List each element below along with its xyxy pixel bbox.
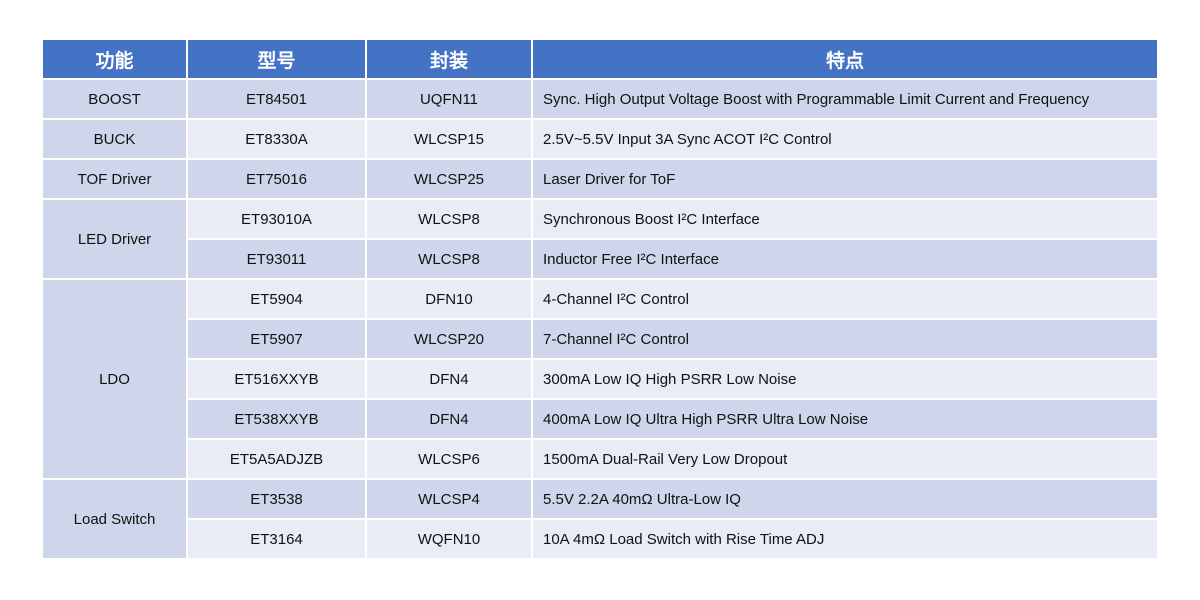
package-cell: WLCSP15 xyxy=(367,120,533,160)
table-header: 功能 型号 封装 特点 xyxy=(43,40,1157,80)
model-cell: ET3538 xyxy=(188,480,367,520)
feature-cell: 7-Channel I²C Control xyxy=(533,320,1157,360)
model-cell: ET8330A xyxy=(188,120,367,160)
header-feature: 特点 xyxy=(533,40,1157,80)
model-cell: ET3164 xyxy=(188,520,367,560)
package-cell: UQFN11 xyxy=(367,80,533,120)
table-row: LDO ET5904 DFN10 4-Channel I²C Control xyxy=(43,280,1157,480)
feature-cell: 10A 4mΩ Load Switch with Rise Time ADJ xyxy=(533,520,1157,560)
model-cell: ET516XXYB xyxy=(188,360,367,400)
package-cell: WLCSP20 xyxy=(367,320,533,360)
package-cell: WLCSP4 xyxy=(367,480,533,520)
package-cell: WLCSP6 xyxy=(367,440,533,480)
package-cell: WLCSP8 xyxy=(367,240,533,280)
feature-cell: Synchronous Boost I²C Interface xyxy=(533,200,1157,240)
header-model: 型号 xyxy=(188,40,367,80)
product-table: 功能 型号 封装 特点 BOOST ET84501 UQFN11 Sync. H… xyxy=(43,40,1157,560)
feature-cell: 5.5V 2.2A 40mΩ Ultra-Low IQ xyxy=(533,480,1157,520)
feature-cell: 300mA Low IQ High PSRR Low Noise xyxy=(533,360,1157,400)
table-row: Load Switch ET3538 WLCSP4 5.5V 2.2A 40mΩ… xyxy=(43,480,1157,560)
package-cell: WLCSP8 xyxy=(367,200,533,240)
package-cell: WQFN10 xyxy=(367,520,533,560)
feature-cell: 400mA Low IQ Ultra High PSRR Ultra Low N… xyxy=(533,400,1157,440)
feature-cell: 4-Channel I²C Control xyxy=(533,280,1157,320)
table-row: ET5907 WLCSP20 7-Channel I²C Control xyxy=(43,320,1157,360)
model-cell: ET75016 xyxy=(188,160,367,200)
package-cell: DFN4 xyxy=(367,400,533,440)
model-cell: ET5A5ADJZB xyxy=(188,440,367,480)
feature-cell: Sync. High Output Voltage Boost with Pro… xyxy=(533,80,1157,120)
model-cell: ET538XXYB xyxy=(188,400,367,440)
table-row: ET3164 WQFN10 10A 4mΩ Load Switch with R… xyxy=(43,520,1157,560)
feature-cell: Inductor Free I²C Interface xyxy=(533,240,1157,280)
table-row: ET93011 WLCSP8 Inductor Free I²C Interfa… xyxy=(43,240,1157,280)
function-cell: Load Switch xyxy=(43,480,188,560)
function-cell: LDO xyxy=(43,280,188,480)
table-row: BOOST ET84501 UQFN11 Sync. High Output V… xyxy=(43,80,1157,120)
package-cell: DFN10 xyxy=(367,280,533,320)
function-cell: BOOST xyxy=(43,80,188,120)
header-row: 功能 型号 封装 特点 xyxy=(43,40,1157,80)
model-cell: ET93010A xyxy=(188,200,367,240)
header-package: 封装 xyxy=(367,40,533,80)
function-cell: BUCK xyxy=(43,120,188,160)
model-cell: ET5904 xyxy=(188,280,367,320)
feature-cell: 2.5V~5.5V Input 3A Sync ACOT I²C Control xyxy=(533,120,1157,160)
model-cell: ET5907 xyxy=(188,320,367,360)
feature-cell: Laser Driver for ToF xyxy=(533,160,1157,200)
table-row: ET538XXYB DFN4 400mA Low IQ Ultra High P… xyxy=(43,400,1157,440)
header-function: 功能 xyxy=(43,40,188,80)
function-cell: LED Driver xyxy=(43,200,188,280)
table-row: ET5A5ADJZB WLCSP6 1500mA Dual-Rail Very … xyxy=(43,440,1157,480)
feature-cell: 1500mA Dual-Rail Very Low Dropout xyxy=(533,440,1157,480)
table-row: LED Driver ET93010A WLCSP8 Synchronous B… xyxy=(43,200,1157,280)
table-row: BUCK ET8330A WLCSP15 2.5V~5.5V Input 3A … xyxy=(43,120,1157,160)
table-row: ET516XXYB DFN4 300mA Low IQ High PSRR Lo… xyxy=(43,360,1157,400)
model-cell: ET93011 xyxy=(188,240,367,280)
function-cell: TOF Driver xyxy=(43,160,188,200)
package-cell: DFN4 xyxy=(367,360,533,400)
package-cell: WLCSP25 xyxy=(367,160,533,200)
table-row: TOF Driver ET75016 WLCSP25 Laser Driver … xyxy=(43,160,1157,200)
table-body: BOOST ET84501 UQFN11 Sync. High Output V… xyxy=(43,80,1157,560)
model-cell: ET84501 xyxy=(188,80,367,120)
